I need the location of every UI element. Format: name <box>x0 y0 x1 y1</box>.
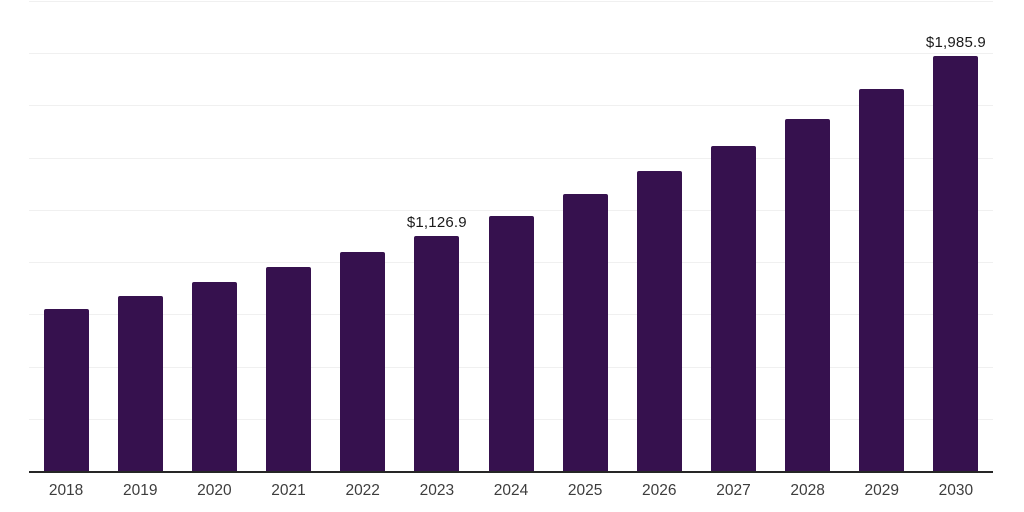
x-tick-label-2021: 2021 <box>271 482 306 499</box>
data-label-2023: $1,126.9 <box>406 213 467 231</box>
bar-2024 <box>488 215 534 471</box>
bar-2025 <box>562 194 608 471</box>
x-tick-label-2020: 2020 <box>197 482 232 499</box>
x-tick-label-2030: 2030 <box>938 482 974 499</box>
x-tick-label-2028: 2028 <box>790 482 825 499</box>
x-tick-label-2018: 2018 <box>48 482 84 499</box>
bar-2019 <box>117 295 163 471</box>
gridline <box>29 53 993 55</box>
gridline <box>29 1 993 2</box>
bar-2030 <box>933 56 979 471</box>
gridline <box>29 105 993 107</box>
bar-2023 <box>414 235 460 471</box>
data-label-2030: $1,985.9 <box>925 34 986 52</box>
x-tick-label-2027: 2027 <box>716 482 751 499</box>
bar-2029 <box>859 88 905 471</box>
bar-2028 <box>785 119 831 471</box>
x-tick-label-2026: 2026 <box>642 482 677 499</box>
x-tick-label-2019: 2019 <box>122 482 158 499</box>
plot-area: $1,126.9 $1,985.9 <box>29 1 993 473</box>
x-tick-label-2023: 2023 <box>419 482 455 499</box>
x-tick-label-2024: 2024 <box>493 482 529 499</box>
x-tick-label-2029: 2029 <box>864 482 900 499</box>
x-tick-label-2022: 2022 <box>345 482 380 499</box>
gridline <box>29 157 993 159</box>
x-tick-label-2025: 2025 <box>567 482 603 499</box>
bar-2020 <box>191 282 237 471</box>
x-axis: 2018 2019 2020 2021 2022 2023 2024 2025 2026 2027… <box>29 483 993 507</box>
bar-2022 <box>340 251 386 471</box>
bar-2018 <box>43 308 89 471</box>
bar-2027 <box>710 145 756 471</box>
bar-2021 <box>266 267 312 471</box>
bar-2026 <box>636 170 682 471</box>
gridline <box>29 209 993 211</box>
